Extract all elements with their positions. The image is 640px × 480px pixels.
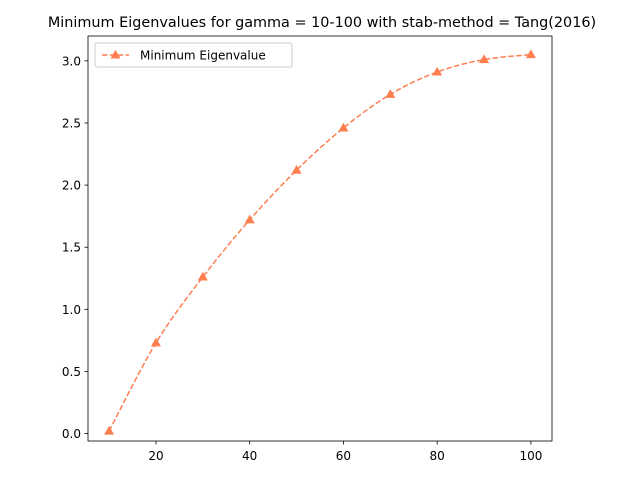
y-tick-label: 2.5	[62, 116, 81, 130]
chart-title: Minimum Eigenvalues for gamma = 10-100 w…	[48, 15, 596, 31]
x-tick-label: 80	[430, 449, 445, 463]
data-point-marker	[244, 214, 255, 224]
legend: Minimum Eigenvalue	[94, 42, 293, 68]
legend-box	[94, 42, 293, 68]
x-tick-label: 100	[519, 449, 542, 463]
y-tick-label: 0.0	[62, 427, 81, 441]
plot-area: 20 40 60 80 100 0.0 0.5 1.0 1.5 2.0 2.5 3.0	[62, 35, 553, 463]
legend-label: Minimum Eigenvalue	[140, 49, 266, 63]
legend-marker	[110, 49, 121, 59]
x-tick-label: 20	[148, 449, 163, 463]
y-tick-label: 0.5	[62, 365, 81, 379]
y-tick-label: 3.0	[62, 54, 81, 68]
y-tick-label: 1.5	[62, 241, 81, 255]
data-point-marker	[197, 271, 208, 281]
series-line	[108, 53, 531, 432]
data-point-marker	[104, 425, 115, 435]
data-point-marker	[338, 122, 349, 132]
x-tick-label: 40	[242, 449, 257, 463]
data-point-marker	[385, 89, 396, 98]
x-tick-label: 60	[336, 449, 351, 463]
data-point-marker	[291, 164, 302, 174]
data-point-marker	[478, 54, 490, 64]
y-tick-label: 1.0	[62, 303, 81, 317]
data-point-marker	[432, 66, 443, 76]
axes-frame	[87, 35, 553, 442]
data-point-marker	[525, 49, 536, 59]
data-point-marker	[150, 337, 162, 347]
y-tick-label: 2.0	[62, 179, 81, 193]
